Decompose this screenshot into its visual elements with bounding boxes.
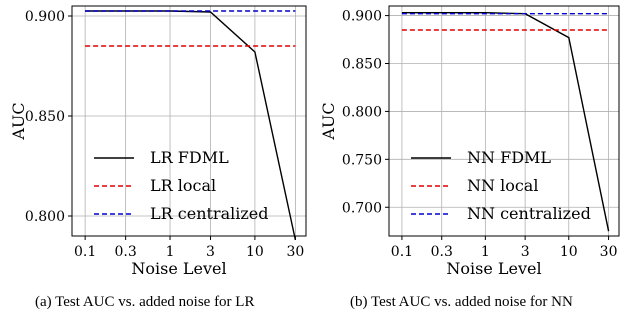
- y-axis-label: AUC: [9, 102, 28, 140]
- x-tick-label: 0.1: [391, 244, 413, 260]
- legend: NN FDML NN local NN centralized: [411, 148, 591, 223]
- caption-a: (a) Test AUC vs. added noise for LR: [35, 294, 255, 310]
- x-tick-label: 1: [166, 244, 175, 260]
- plot-frame: [388, 5, 620, 237]
- x-tick-label: 0.3: [115, 244, 137, 260]
- y-tick-label: 0.800: [342, 104, 382, 120]
- y-tick-label: 0.750: [342, 152, 382, 168]
- y-tick-label: 0.900: [342, 9, 382, 25]
- x-tick-label: 1: [481, 244, 490, 260]
- x-tick-label: 10: [246, 244, 264, 260]
- caption-b: (b) Test AUC vs. added noise for NN: [350, 294, 573, 310]
- x-tick-label: 30: [600, 244, 618, 260]
- legend-label: NN centralized: [467, 204, 591, 223]
- legend: LR FDML LR local LR centralized: [94, 148, 268, 223]
- x-tick-label: 3: [521, 244, 530, 260]
- x-tick-label: 0.1: [74, 244, 96, 260]
- y-tick-label: 0.800: [25, 209, 65, 225]
- y-axis-label: AUC: [319, 102, 338, 140]
- x-tick-label: 30: [286, 244, 304, 260]
- series-line-nn-fdml: [401, 11, 610, 232]
- x-axis-label: Noise Level: [131, 259, 226, 278]
- legend-label: NN FDML: [467, 148, 551, 167]
- chart-b: 0.1 0.3 1 3 10 30 0.700 0.750 0.800 0.850 0.900 Noi…: [319, 5, 620, 278]
- y-tick-label: 0.850: [342, 57, 382, 73]
- x-tick-label: 0.3: [431, 244, 453, 260]
- y-tick-label: 0.900: [25, 9, 65, 25]
- plot-frame: [71, 5, 307, 237]
- x-tick-label: 10: [560, 244, 578, 260]
- legend-label: LR centralized: [150, 204, 268, 223]
- x-axis-label: Noise Level: [446, 259, 541, 278]
- legend-label: LR FDML: [150, 148, 229, 167]
- x-tick-label: 3: [206, 244, 215, 260]
- y-tick-label: 0.700: [342, 200, 382, 216]
- chart-a: 0.1 0.3 1 3 10 30 0.800 0.850 0.900 Noise Level AU…: [9, 5, 307, 278]
- legend-label: LR local: [150, 176, 216, 195]
- y-tick-label: 0.850: [25, 109, 65, 125]
- legend-label: NN local: [467, 176, 538, 195]
